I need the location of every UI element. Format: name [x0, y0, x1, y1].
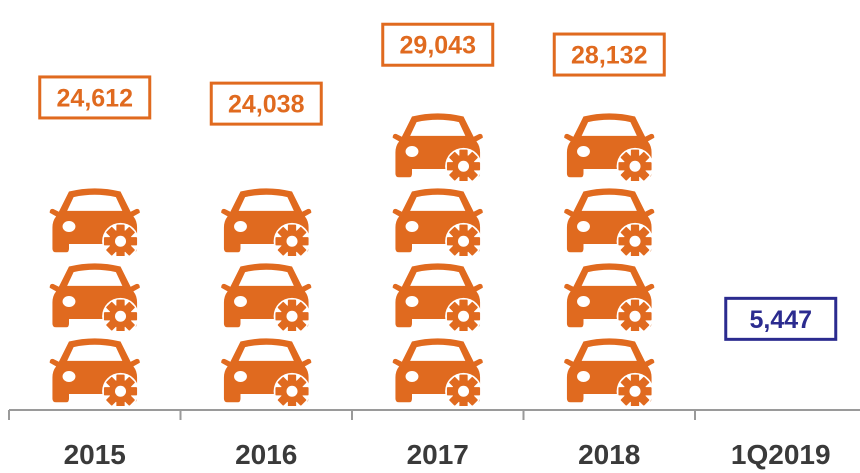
value-label-box: [724, 296, 838, 341]
category-label: 2016: [235, 439, 297, 470]
x-axis: [8, 409, 860, 420]
value-label: 29,043: [400, 32, 476, 60]
bar-1Q2019: [735, 347, 826, 406]
value-label: 24,038: [228, 91, 305, 119]
car-gear-icon: [735, 347, 826, 406]
category-label: 2017: [407, 439, 469, 470]
car-gear-icon: [392, 113, 483, 181]
bar-2017: [392, 73, 483, 406]
value-label: 28,132: [571, 42, 647, 70]
car-gear-icon: [49, 125, 140, 181]
category-label: 1Q2019: [731, 439, 831, 470]
car-gear-icon: [564, 188, 655, 256]
value-label: 5,447: [749, 306, 812, 334]
car-gear-icon: [221, 338, 312, 406]
bar-2015: [49, 125, 140, 406]
car-gear-icon: [221, 263, 312, 331]
value-label-box: [381, 22, 495, 67]
value-label-box: [209, 81, 323, 126]
car-gear-icon: [49, 188, 140, 256]
label-group: 24,612 2015 24,038 2016 29,043 2017 28,132 2018…: [38, 22, 838, 470]
bar-2016: [221, 132, 312, 406]
category-label: 2015: [64, 439, 126, 470]
car-gear-icon: [564, 263, 655, 331]
value-label: 24,612: [57, 84, 133, 112]
car-gear-icon: [392, 188, 483, 256]
value-label-box: [552, 32, 666, 77]
car-gear-icon: [49, 263, 140, 331]
value-label-box: [38, 75, 152, 120]
car-gear-icon: [49, 338, 140, 406]
bar-group: [49, 73, 826, 406]
car-gear-icon: [392, 338, 483, 406]
bar-2018: [564, 83, 655, 406]
car-gear-icon: [392, 263, 483, 331]
car-gear-icon: [221, 188, 312, 256]
category-label: 2018: [578, 439, 640, 470]
car-gear-icon: [564, 113, 655, 181]
car-gear-icon: [564, 338, 655, 406]
